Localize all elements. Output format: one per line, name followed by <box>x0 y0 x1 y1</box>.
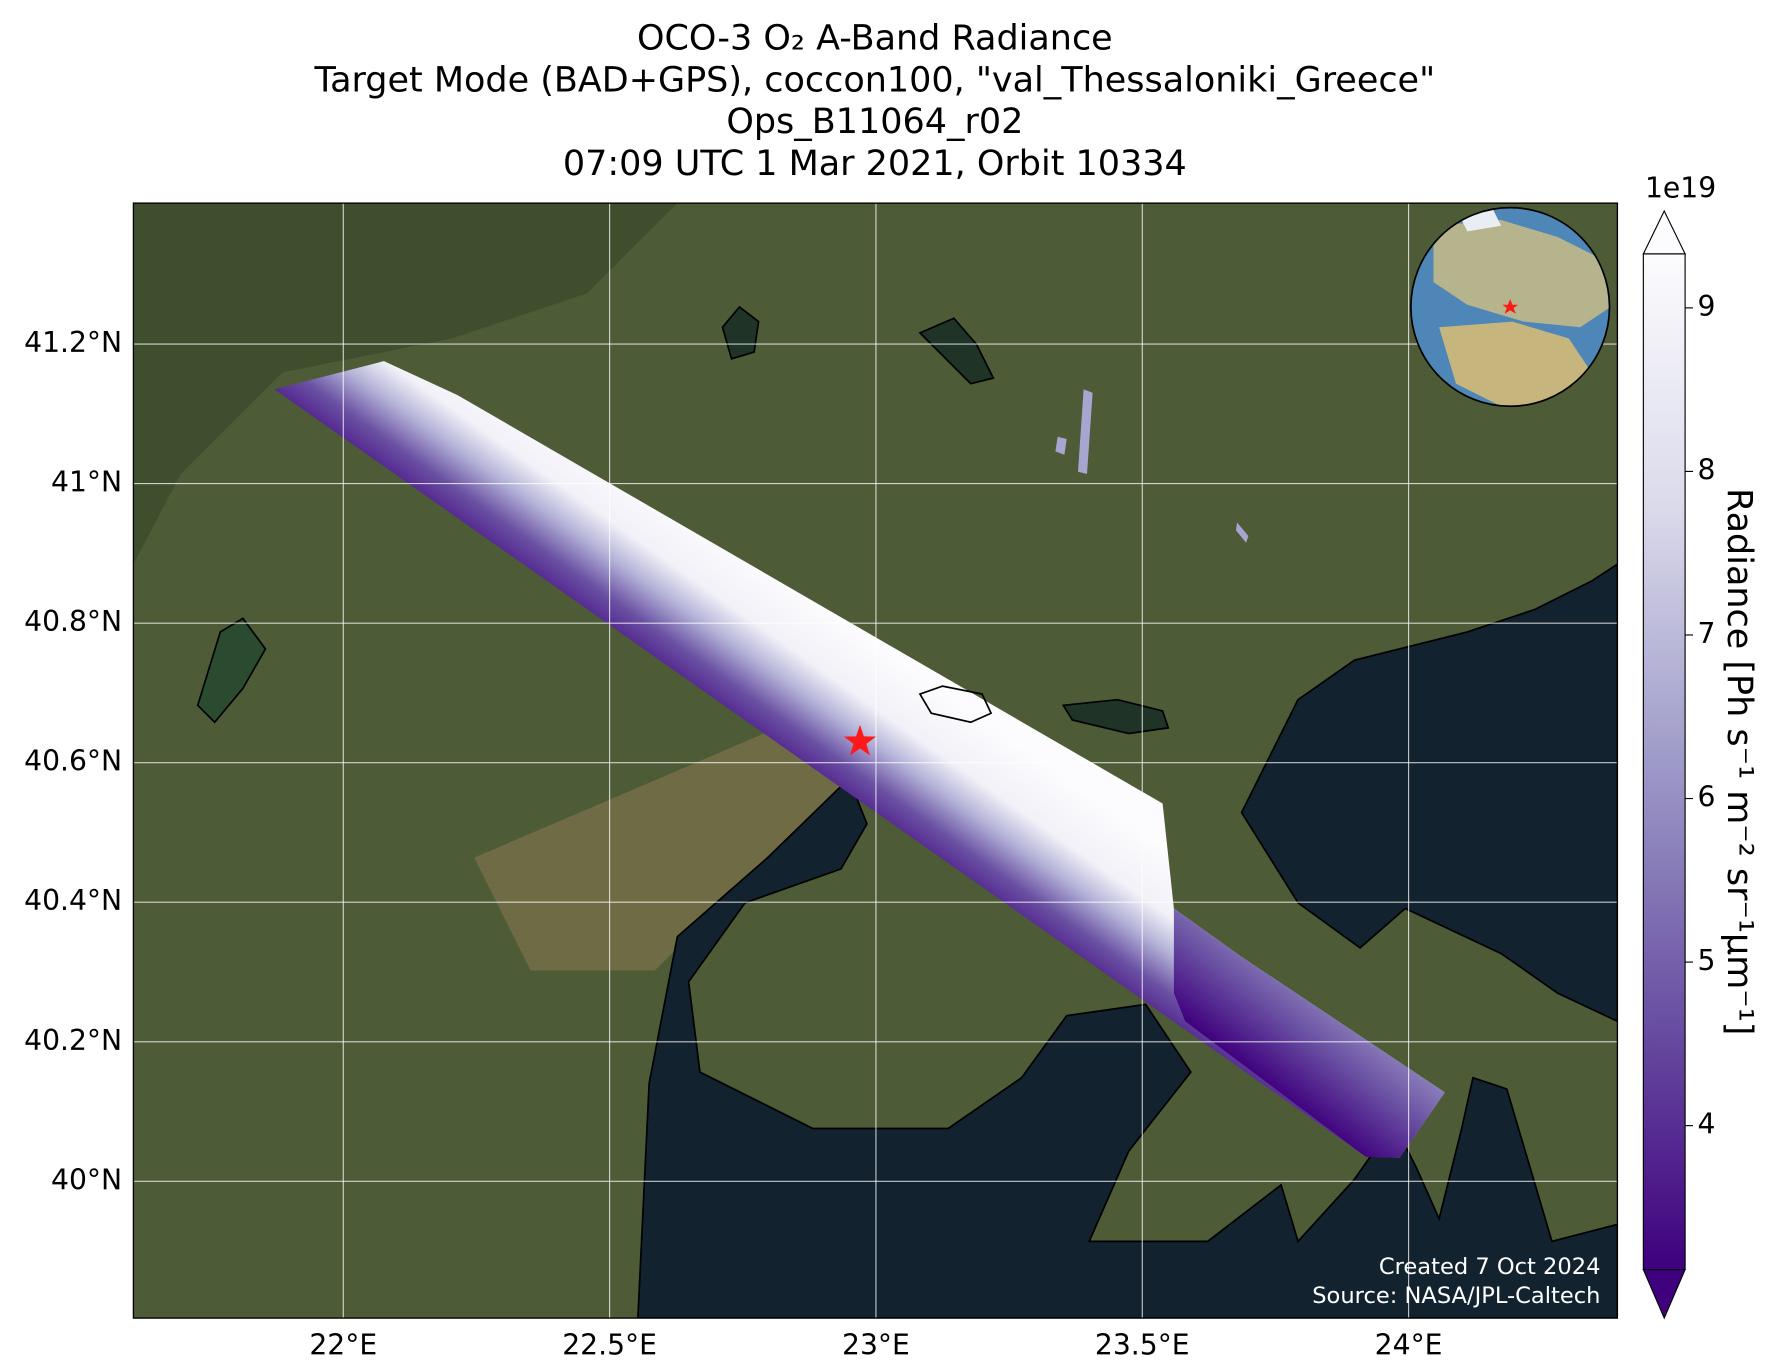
y-tick-label: 40.4°N <box>24 884 122 917</box>
chart-title: Ops_B11064_r02 <box>726 102 1023 142</box>
globe-site <box>1502 299 1519 314</box>
x-tick-label: 22°E <box>309 1328 377 1361</box>
lake <box>721 305 760 360</box>
lake <box>918 317 995 385</box>
colorbar-frame <box>1642 253 1686 1271</box>
plot-frame <box>132 202 1619 1319</box>
y-tick-label: 41.2°N <box>24 326 122 359</box>
colorbar-extend-min <box>1642 1268 1686 1320</box>
swath <box>1173 908 1445 1158</box>
chart-title: 07:09 UTC 1 Mar 2021, Orbit 10334 <box>563 144 1187 184</box>
colorbar-tick-label: 5 <box>1698 944 1716 977</box>
note: Created 7 Oct 2024 <box>1379 1254 1601 1280</box>
chart-title: OCO-3 O₂ A-Band Radiance <box>637 18 1113 58</box>
colorbar-tick-label: 7 <box>1698 617 1716 650</box>
site-layer <box>843 724 877 756</box>
colorbar-tick-label: 8 <box>1698 453 1716 486</box>
map-area: Created 7 Oct 2024 Source: NASA/JPL-Calte… <box>133 203 1618 1319</box>
y-tick-label: 40.8°N <box>24 605 122 638</box>
globe-inset <box>1410 206 1611 408</box>
globe-land <box>1439 321 1592 407</box>
x-tick-label: 22.5°E <box>562 1328 657 1361</box>
sea <box>637 777 1618 1319</box>
colorbar-tick-label: 9 <box>1698 290 1716 323</box>
colorbar-label: Radiance [Ph s⁻¹ m⁻² sr⁻¹μm⁻¹] <box>1719 488 1759 1035</box>
y-tick-label: 41°N <box>51 466 122 499</box>
land-shade <box>133 203 678 565</box>
chart-title: Target Mode (BAD+GPS), coccon100, "val_T… <box>314 60 1436 100</box>
y-tick-label: 40.2°N <box>24 1024 122 1057</box>
x-tick-label: 23.5°E <box>1095 1328 1190 1361</box>
colorbar: 4 5 6 7 8 9 1e19 Radiance [Ph s⁻¹ m⁻² sr⁻¹μm⁻¹] <box>1642 172 1759 1320</box>
sea <box>1240 563 1618 1023</box>
graticule <box>133 203 1618 1319</box>
colorbar-extend-max <box>1642 209 1687 255</box>
notes: Created 7 Oct 2024 Source: NASA/JPL-Calte… <box>1312 1254 1600 1309</box>
y-tick-label: 40°N <box>51 1163 122 1196</box>
globe-outline <box>1410 206 1611 408</box>
colorbar-tick-label: 6 <box>1698 781 1716 814</box>
x-tick-label: 24°E <box>1375 1328 1443 1361</box>
y-tick-label: 40.6°N <box>24 745 122 778</box>
colorbar-offset: 1e19 <box>1645 172 1716 205</box>
note: Source: NASA/JPL-Caltech <box>1312 1283 1600 1309</box>
colorbar-body <box>1643 253 1686 1270</box>
swath <box>274 361 1445 1158</box>
globe-land <box>1433 220 1610 328</box>
colorbar-tick-label: 4 <box>1698 1108 1716 1141</box>
lake <box>196 617 267 724</box>
lake-outline <box>918 685 993 724</box>
site-marker <box>843 724 877 756</box>
plain <box>474 722 858 971</box>
x-tick-label: 23°E <box>842 1328 910 1361</box>
